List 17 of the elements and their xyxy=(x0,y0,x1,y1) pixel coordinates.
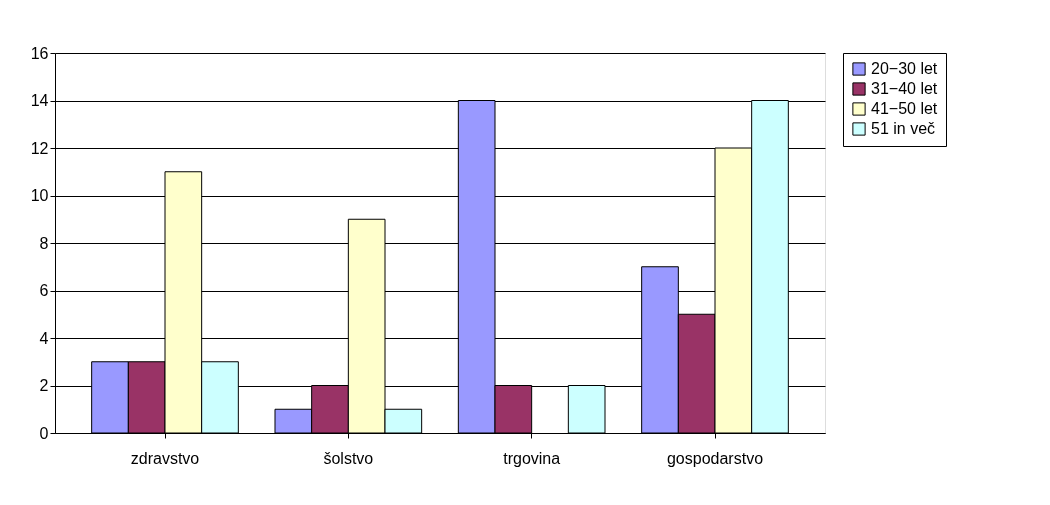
y-tick-label: 16 xyxy=(30,44,49,62)
y-tick-label: 4 xyxy=(39,329,49,347)
y-tick-label: 14 xyxy=(30,92,49,109)
y-tick-label: 2 xyxy=(39,377,49,394)
y-tick-label: 12 xyxy=(30,139,49,157)
legend-label: 31−40 let xyxy=(871,80,938,97)
y-tick-label: 8 xyxy=(39,234,49,252)
x-tick-label: trgovina xyxy=(503,449,561,467)
y-tick-label: 6 xyxy=(39,282,49,299)
x-tick-label: gospodarstvo xyxy=(666,449,764,467)
x-tick-label: zdravstvo xyxy=(130,449,200,467)
legend-label: 51 in več xyxy=(871,120,936,137)
legend-label: 41−50 let xyxy=(871,100,938,117)
y-tick-label: 10 xyxy=(30,187,49,204)
legend-label: 20−30 let xyxy=(871,60,938,77)
x-tick-label: šolstvo xyxy=(323,449,374,467)
y-tick-label: 0 xyxy=(39,424,49,442)
